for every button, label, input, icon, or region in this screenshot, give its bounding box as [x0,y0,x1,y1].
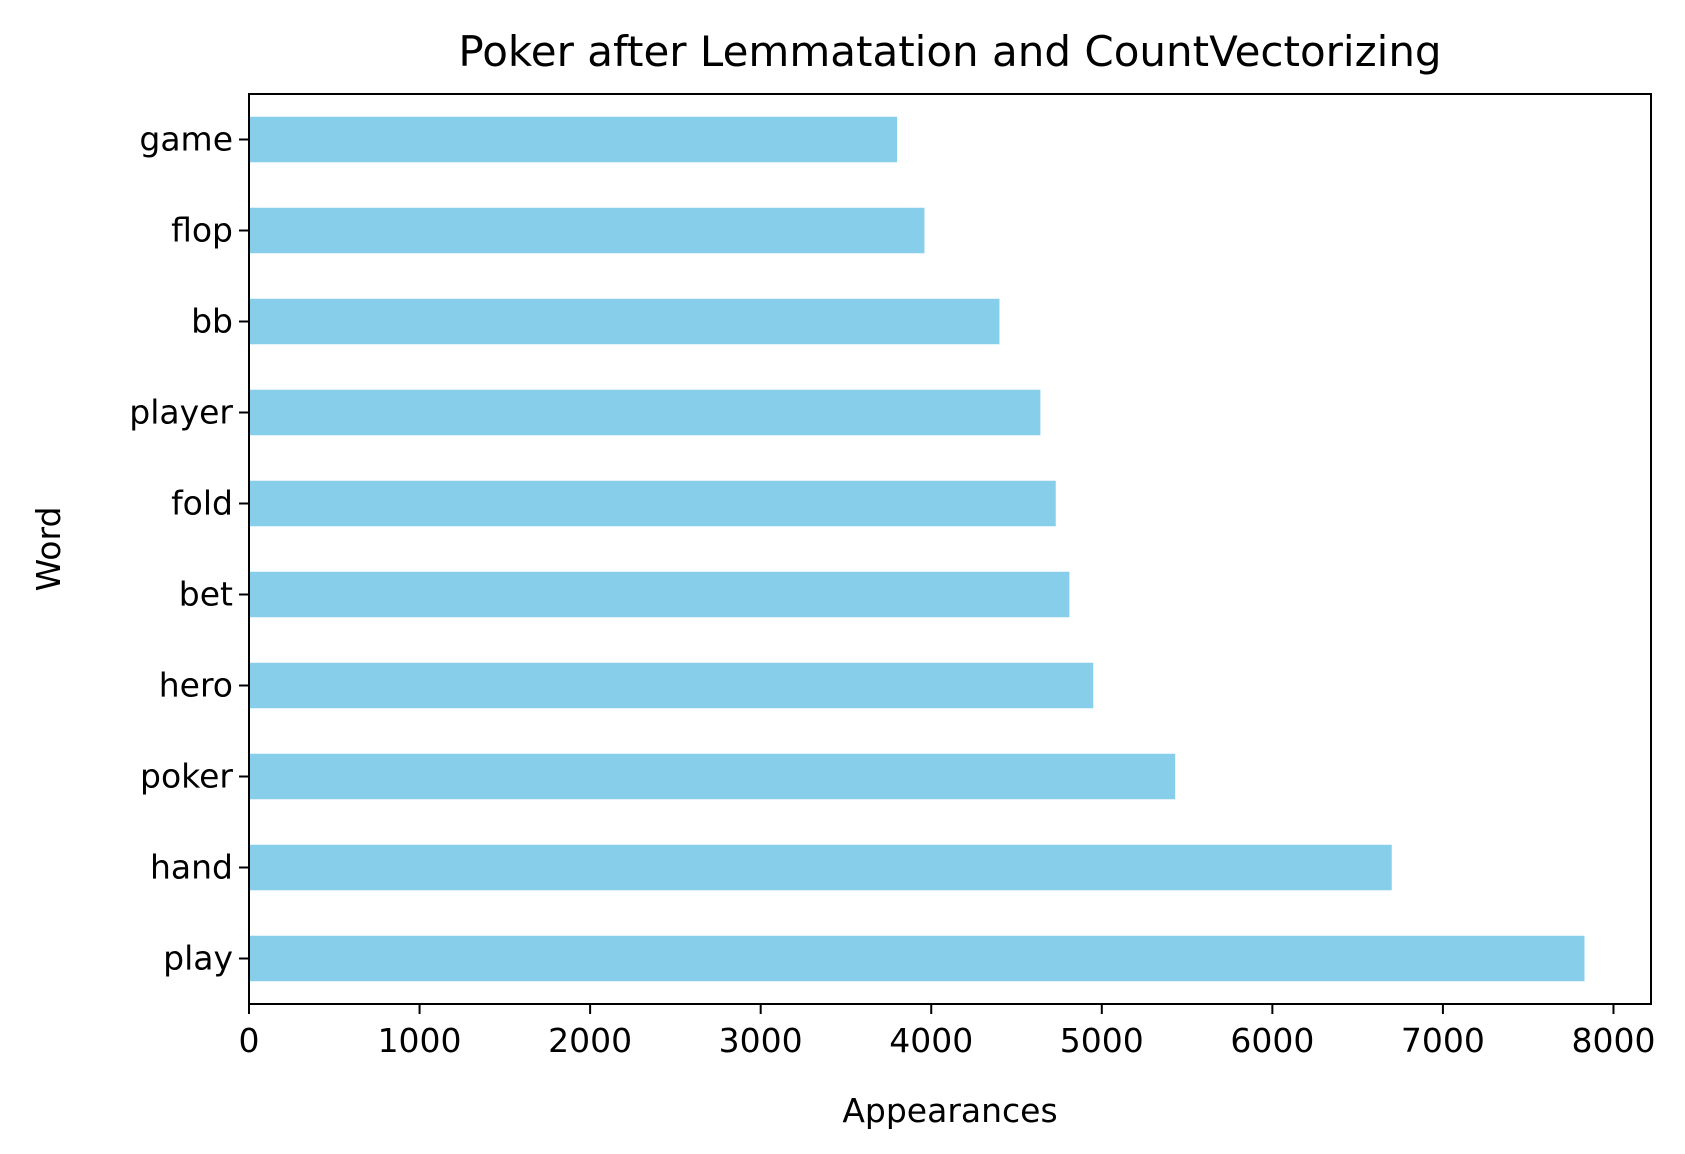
y-tick-label-bb: bb [191,302,233,341]
bar-player [249,389,1041,436]
bar-flop [249,207,925,254]
y-tick-label-poker: poker [140,757,233,796]
x-tick-label-7000: 7000 [1401,1021,1485,1060]
y-tick-label-bet: bet [179,575,233,614]
chart-title: Poker after Lemmatation and CountVectori… [458,27,1441,76]
bar-game [249,116,898,163]
x-tick-label-1000: 1000 [378,1021,462,1060]
bars-layer [249,116,1585,982]
bar-bb [249,298,1000,345]
bar-play [249,935,1585,982]
y-tick-label-fold: fold [171,484,233,523]
x-tick-label-3000: 3000 [719,1021,803,1060]
y-tick-label-player: player [129,393,233,432]
x-tick-label-8000: 8000 [1571,1021,1655,1060]
y-axis: play hand poker hero bet fold player bb flop game [129,120,249,978]
bar-bet [249,571,1070,618]
y-tick-label-hero: hero [159,666,233,705]
bar-poker [249,753,1176,800]
x-tick-label-2000: 2000 [548,1021,632,1060]
plot-frame [248,93,1652,1005]
x-tick-label-0: 0 [239,1021,260,1060]
y-tick-label-hand: hand [150,848,233,887]
y-tick-label-flop: flop [171,211,233,250]
x-axis: 0 1000 2000 3000 4000 5000 6000 7000 8000 [239,1004,1655,1060]
y-axis-label: Word [29,507,68,592]
x-tick-label-4000: 4000 [889,1021,973,1060]
y-tick-label-game: game [139,120,233,159]
bar-hero [249,662,1094,709]
x-axis-label: Appearances [842,1091,1057,1130]
bar-fold [249,480,1056,527]
y-tick-label-play: play [163,939,233,978]
x-tick-label-6000: 6000 [1230,1021,1314,1060]
bar-hand [249,844,1392,891]
x-tick-label-5000: 5000 [1060,1021,1144,1060]
